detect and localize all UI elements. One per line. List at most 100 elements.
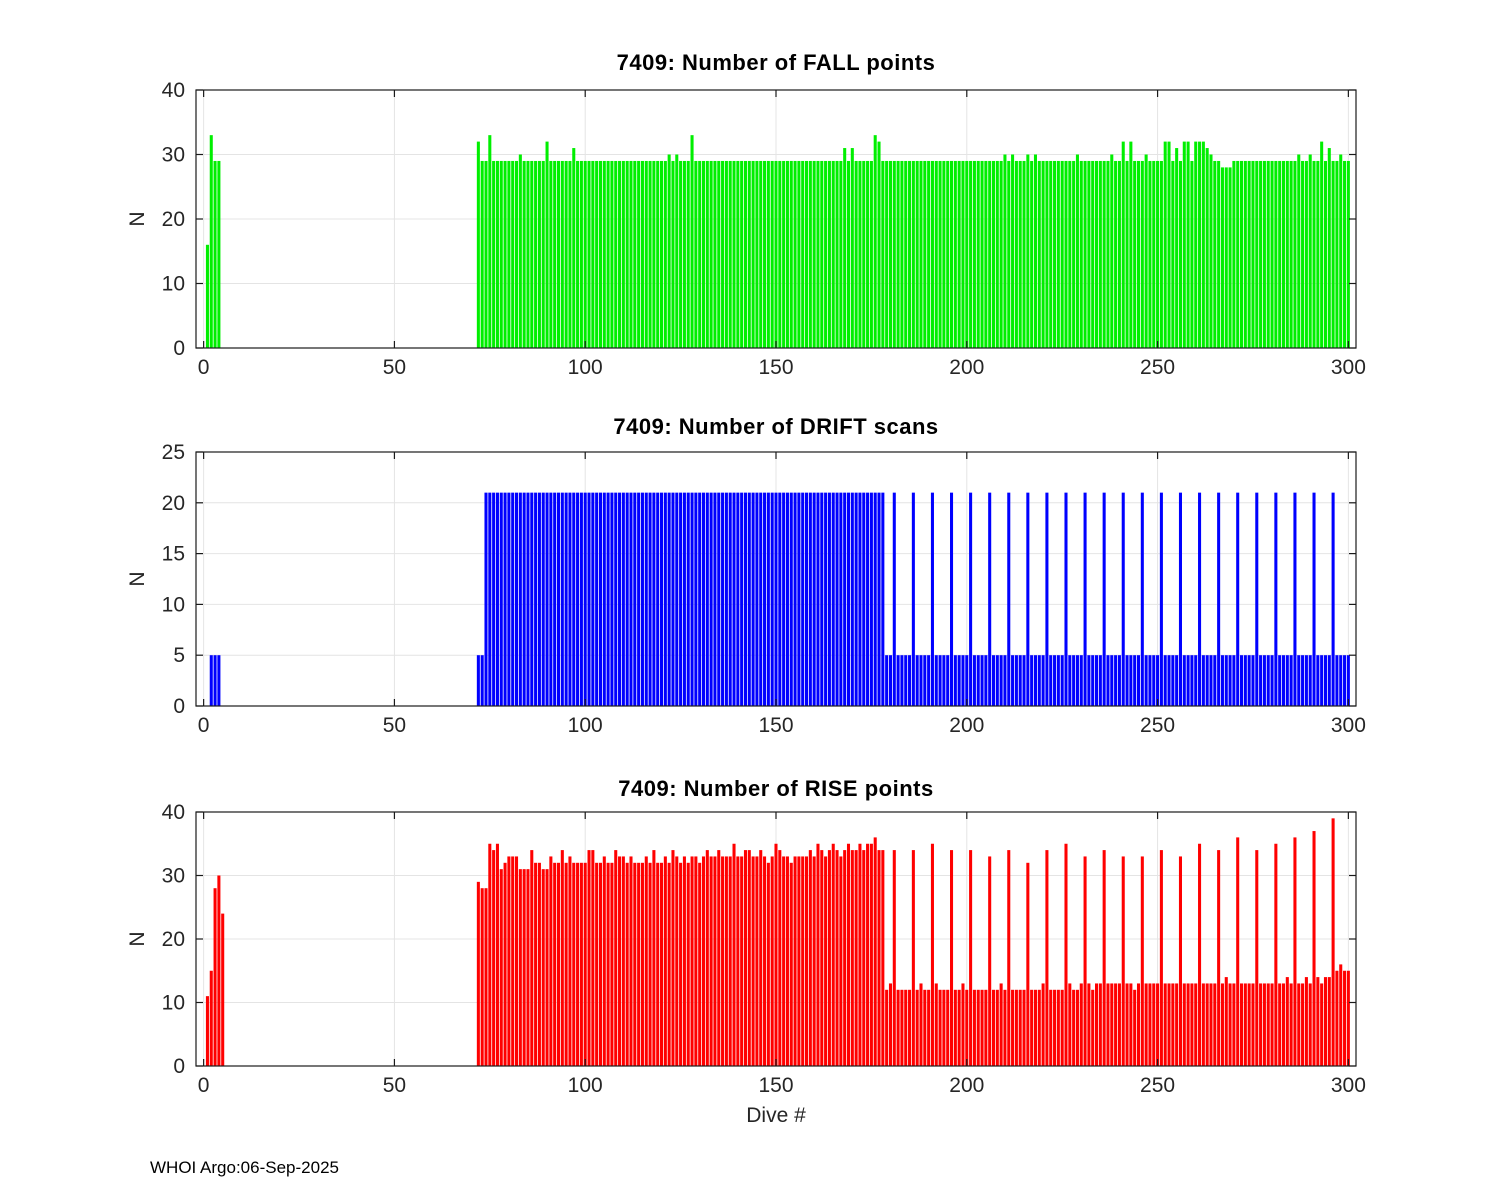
bar: [1182, 141, 1186, 348]
bar: [606, 160, 610, 348]
bar: [1117, 655, 1121, 706]
bar: [1068, 160, 1072, 348]
bar: [801, 856, 805, 1066]
bar: [1316, 160, 1320, 348]
bar: [1049, 655, 1053, 706]
bar: [1293, 492, 1297, 706]
bar: [1148, 160, 1152, 348]
bar: [873, 837, 877, 1066]
bar: [1148, 655, 1152, 706]
bar: [1068, 655, 1072, 706]
bar: [946, 989, 950, 1066]
bar: [736, 856, 740, 1066]
bar: [1121, 856, 1125, 1066]
bar: [919, 160, 923, 348]
bar: [1064, 492, 1068, 706]
y-axis-label-rise: N: [126, 931, 149, 947]
bar: [812, 492, 816, 706]
bar: [782, 856, 786, 1066]
bar: [621, 856, 625, 1066]
bar: [598, 862, 602, 1066]
bar: [1060, 989, 1064, 1066]
bar: [1156, 655, 1160, 706]
bar: [1339, 655, 1343, 706]
bar: [736, 160, 740, 348]
bar: [587, 850, 591, 1066]
bar: [667, 154, 671, 348]
bar: [919, 983, 923, 1066]
y-tick-label: 0: [173, 1055, 185, 1078]
bar: [991, 989, 996, 1066]
bar: [660, 492, 664, 706]
bar: [751, 492, 755, 706]
bar: [648, 160, 652, 348]
bar: [1156, 983, 1160, 1066]
y-tick-label: 40: [162, 79, 185, 102]
bar: [1274, 160, 1278, 348]
bar: [1285, 655, 1289, 706]
bar: [549, 160, 553, 348]
bar: [1163, 655, 1167, 706]
bar: [862, 160, 866, 348]
bar: [595, 160, 599, 348]
bar: [854, 850, 858, 1066]
bar: [831, 160, 835, 348]
bar: [850, 148, 854, 348]
bar: [1178, 856, 1182, 1066]
bar: [1129, 141, 1133, 348]
bar: [1030, 160, 1034, 348]
bar: [579, 160, 583, 348]
bar: [1343, 160, 1347, 348]
bar: [942, 655, 946, 706]
bar: [610, 160, 614, 348]
bar: [892, 850, 896, 1066]
bar: [503, 160, 507, 348]
bar: [747, 850, 751, 1066]
bar: [862, 492, 866, 706]
bar: [721, 492, 725, 706]
bar: [1316, 977, 1320, 1066]
bar: [759, 850, 763, 1066]
bar: [1133, 989, 1137, 1066]
bar: [972, 655, 976, 706]
bar: [1152, 983, 1156, 1066]
y-tick-label: 10: [162, 273, 185, 296]
bar: [980, 989, 984, 1066]
bar: [984, 160, 988, 348]
bar: [1178, 160, 1182, 348]
bar: [690, 492, 694, 706]
bar: [648, 492, 652, 706]
bar: [1255, 160, 1259, 348]
bar: [625, 862, 629, 1066]
bar: [1297, 983, 1301, 1066]
bar: [667, 492, 671, 706]
bar: [595, 862, 599, 1066]
bar: [1117, 160, 1121, 348]
bar: [217, 160, 221, 348]
bar: [1045, 850, 1049, 1066]
bar: [484, 888, 488, 1066]
bar: [1232, 983, 1236, 1066]
bar: [1182, 655, 1186, 706]
bar: [1301, 655, 1305, 706]
bar: [713, 856, 717, 1066]
x-tick-label: 300: [1331, 1074, 1366, 1097]
bar: [877, 850, 881, 1066]
bar: [1033, 989, 1037, 1066]
bar: [1198, 492, 1202, 706]
x-tick-label: 50: [383, 1074, 406, 1097]
bar: [1243, 655, 1247, 706]
bar: [873, 492, 877, 706]
bar: [1194, 655, 1198, 706]
bar: [911, 160, 915, 348]
bar: [1220, 983, 1224, 1066]
bar: [717, 850, 721, 1066]
bar: [1110, 655, 1114, 706]
bar: [530, 492, 534, 706]
bar: [1079, 983, 1083, 1066]
bar: [1053, 160, 1057, 348]
bar: [743, 160, 747, 348]
bar: [1156, 160, 1160, 348]
x-tick-label: 300: [1331, 714, 1366, 737]
bar: [1007, 850, 1011, 1066]
